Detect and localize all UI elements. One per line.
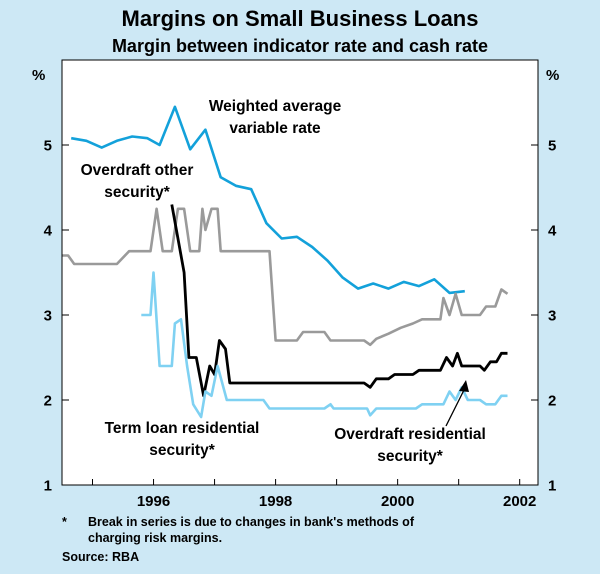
- y-unit-left: %: [32, 67, 45, 84]
- y-tick-label-right: 4: [548, 223, 557, 240]
- footnote-line-2: charging risk margins.: [88, 531, 223, 545]
- y-unit-right: %: [546, 67, 559, 84]
- y-tick-label-left: 4: [44, 223, 53, 240]
- series-line-1: [70, 105, 465, 295]
- series-label-3: Overdraft residential: [334, 426, 486, 443]
- series-label-1: Weighted average: [209, 98, 342, 115]
- y-tick-label-left: 3: [44, 308, 52, 325]
- series-label-2: Overdraft other: [81, 162, 194, 179]
- series-line-4: [141, 271, 508, 419]
- x-tick-label: 1996: [137, 493, 170, 510]
- y-tick-label-left: 2: [44, 393, 52, 410]
- y-tick-label-left: 1: [44, 478, 52, 495]
- arrow-head: [459, 380, 469, 392]
- y-tick-label-right: 3: [548, 308, 556, 325]
- x-tick-label: 2002: [503, 493, 536, 510]
- footnote-line-1: Break in series is due to changes in ban…: [88, 515, 414, 529]
- plot-frame: [61, 59, 539, 486]
- label-pointer-arrow: [445, 385, 467, 427]
- y-tick-label-left: 5: [44, 138, 52, 155]
- series-label-4: Term loan residential: [105, 420, 260, 437]
- series-line-3: [170, 204, 508, 398]
- series-label-1: variable rate: [229, 120, 321, 137]
- series-label-2: security*: [104, 184, 170, 201]
- y-tick-label-right: 5: [548, 138, 556, 155]
- plot-area: [62, 60, 538, 485]
- y-tick-label-right: 1: [548, 478, 556, 495]
- footnote-marker: *: [62, 515, 67, 529]
- source-note: Source: RBA: [62, 550, 140, 564]
- series-label-4: security*: [149, 442, 215, 459]
- chart-title: Margins on Small Business Loans: [121, 6, 479, 31]
- x-tick-label: 1998: [259, 493, 292, 510]
- series-label-3: security*: [377, 448, 443, 465]
- footnote: * Break in series is due to changes in ba…: [62, 514, 414, 546]
- chart-subtitle: Margin between indicator rate and cash r…: [111, 36, 489, 56]
- y-tick-label-right: 2: [548, 393, 556, 410]
- series-line-2: [62, 207, 509, 347]
- x-tick-label: 2000: [381, 493, 414, 510]
